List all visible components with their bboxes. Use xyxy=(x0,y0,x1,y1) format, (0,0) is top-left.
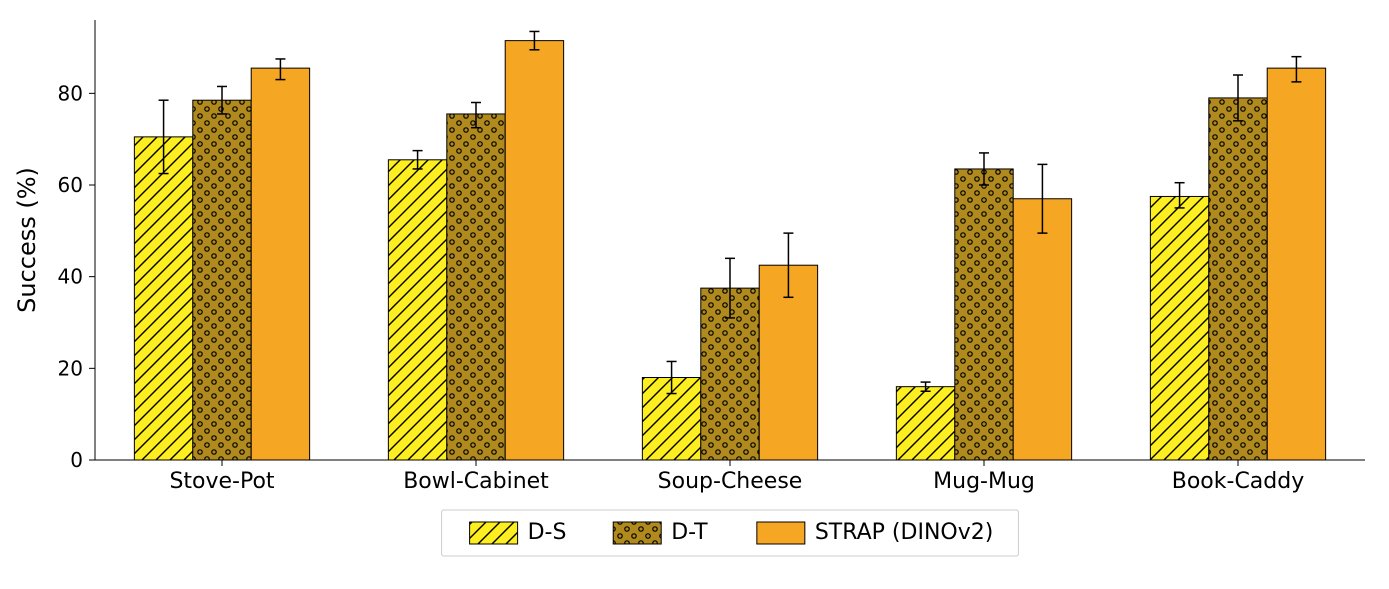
y-tick-label: 80 xyxy=(58,81,83,105)
x-category-label: Book-Caddy xyxy=(1172,469,1304,494)
bar xyxy=(1209,98,1267,460)
bar xyxy=(193,100,251,460)
legend-label: D-T xyxy=(671,520,708,545)
y-tick-label: 20 xyxy=(58,356,83,380)
bar-chart: 0 20 40 60 80 Success (%) Stove-Pot Bowl-Cabine… xyxy=(0,0,1389,589)
chart-svg: 0 20 40 60 80 Success (%) Stove-Pot Bowl-Cabine… xyxy=(0,0,1389,589)
legend-swatch xyxy=(613,522,661,544)
bar xyxy=(1267,68,1325,460)
y-tick-label: 60 xyxy=(58,173,83,197)
legend-swatch xyxy=(470,522,518,544)
bar xyxy=(134,137,192,460)
y-tick-label: 40 xyxy=(58,265,83,289)
y-axis-title: Success (%) xyxy=(13,167,41,313)
bar xyxy=(955,169,1013,460)
legend-swatch xyxy=(757,522,805,544)
bar xyxy=(1013,199,1071,460)
bar xyxy=(1150,196,1208,460)
x-category-label: Stove-Pot xyxy=(169,469,274,494)
legend-label: STRAP (DINOv2) xyxy=(815,520,994,545)
x-category-label: Mug-Mug xyxy=(933,469,1035,494)
bar xyxy=(388,160,446,460)
bar xyxy=(896,387,954,460)
bar xyxy=(505,41,563,460)
legend-label: D-S xyxy=(528,520,567,545)
x-category-label: Bowl-Cabinet xyxy=(403,469,549,494)
x-category-label: Soup-Cheese xyxy=(658,469,803,494)
bar xyxy=(447,114,505,460)
y-tick-label: 0 xyxy=(70,448,83,472)
bar xyxy=(251,68,309,460)
